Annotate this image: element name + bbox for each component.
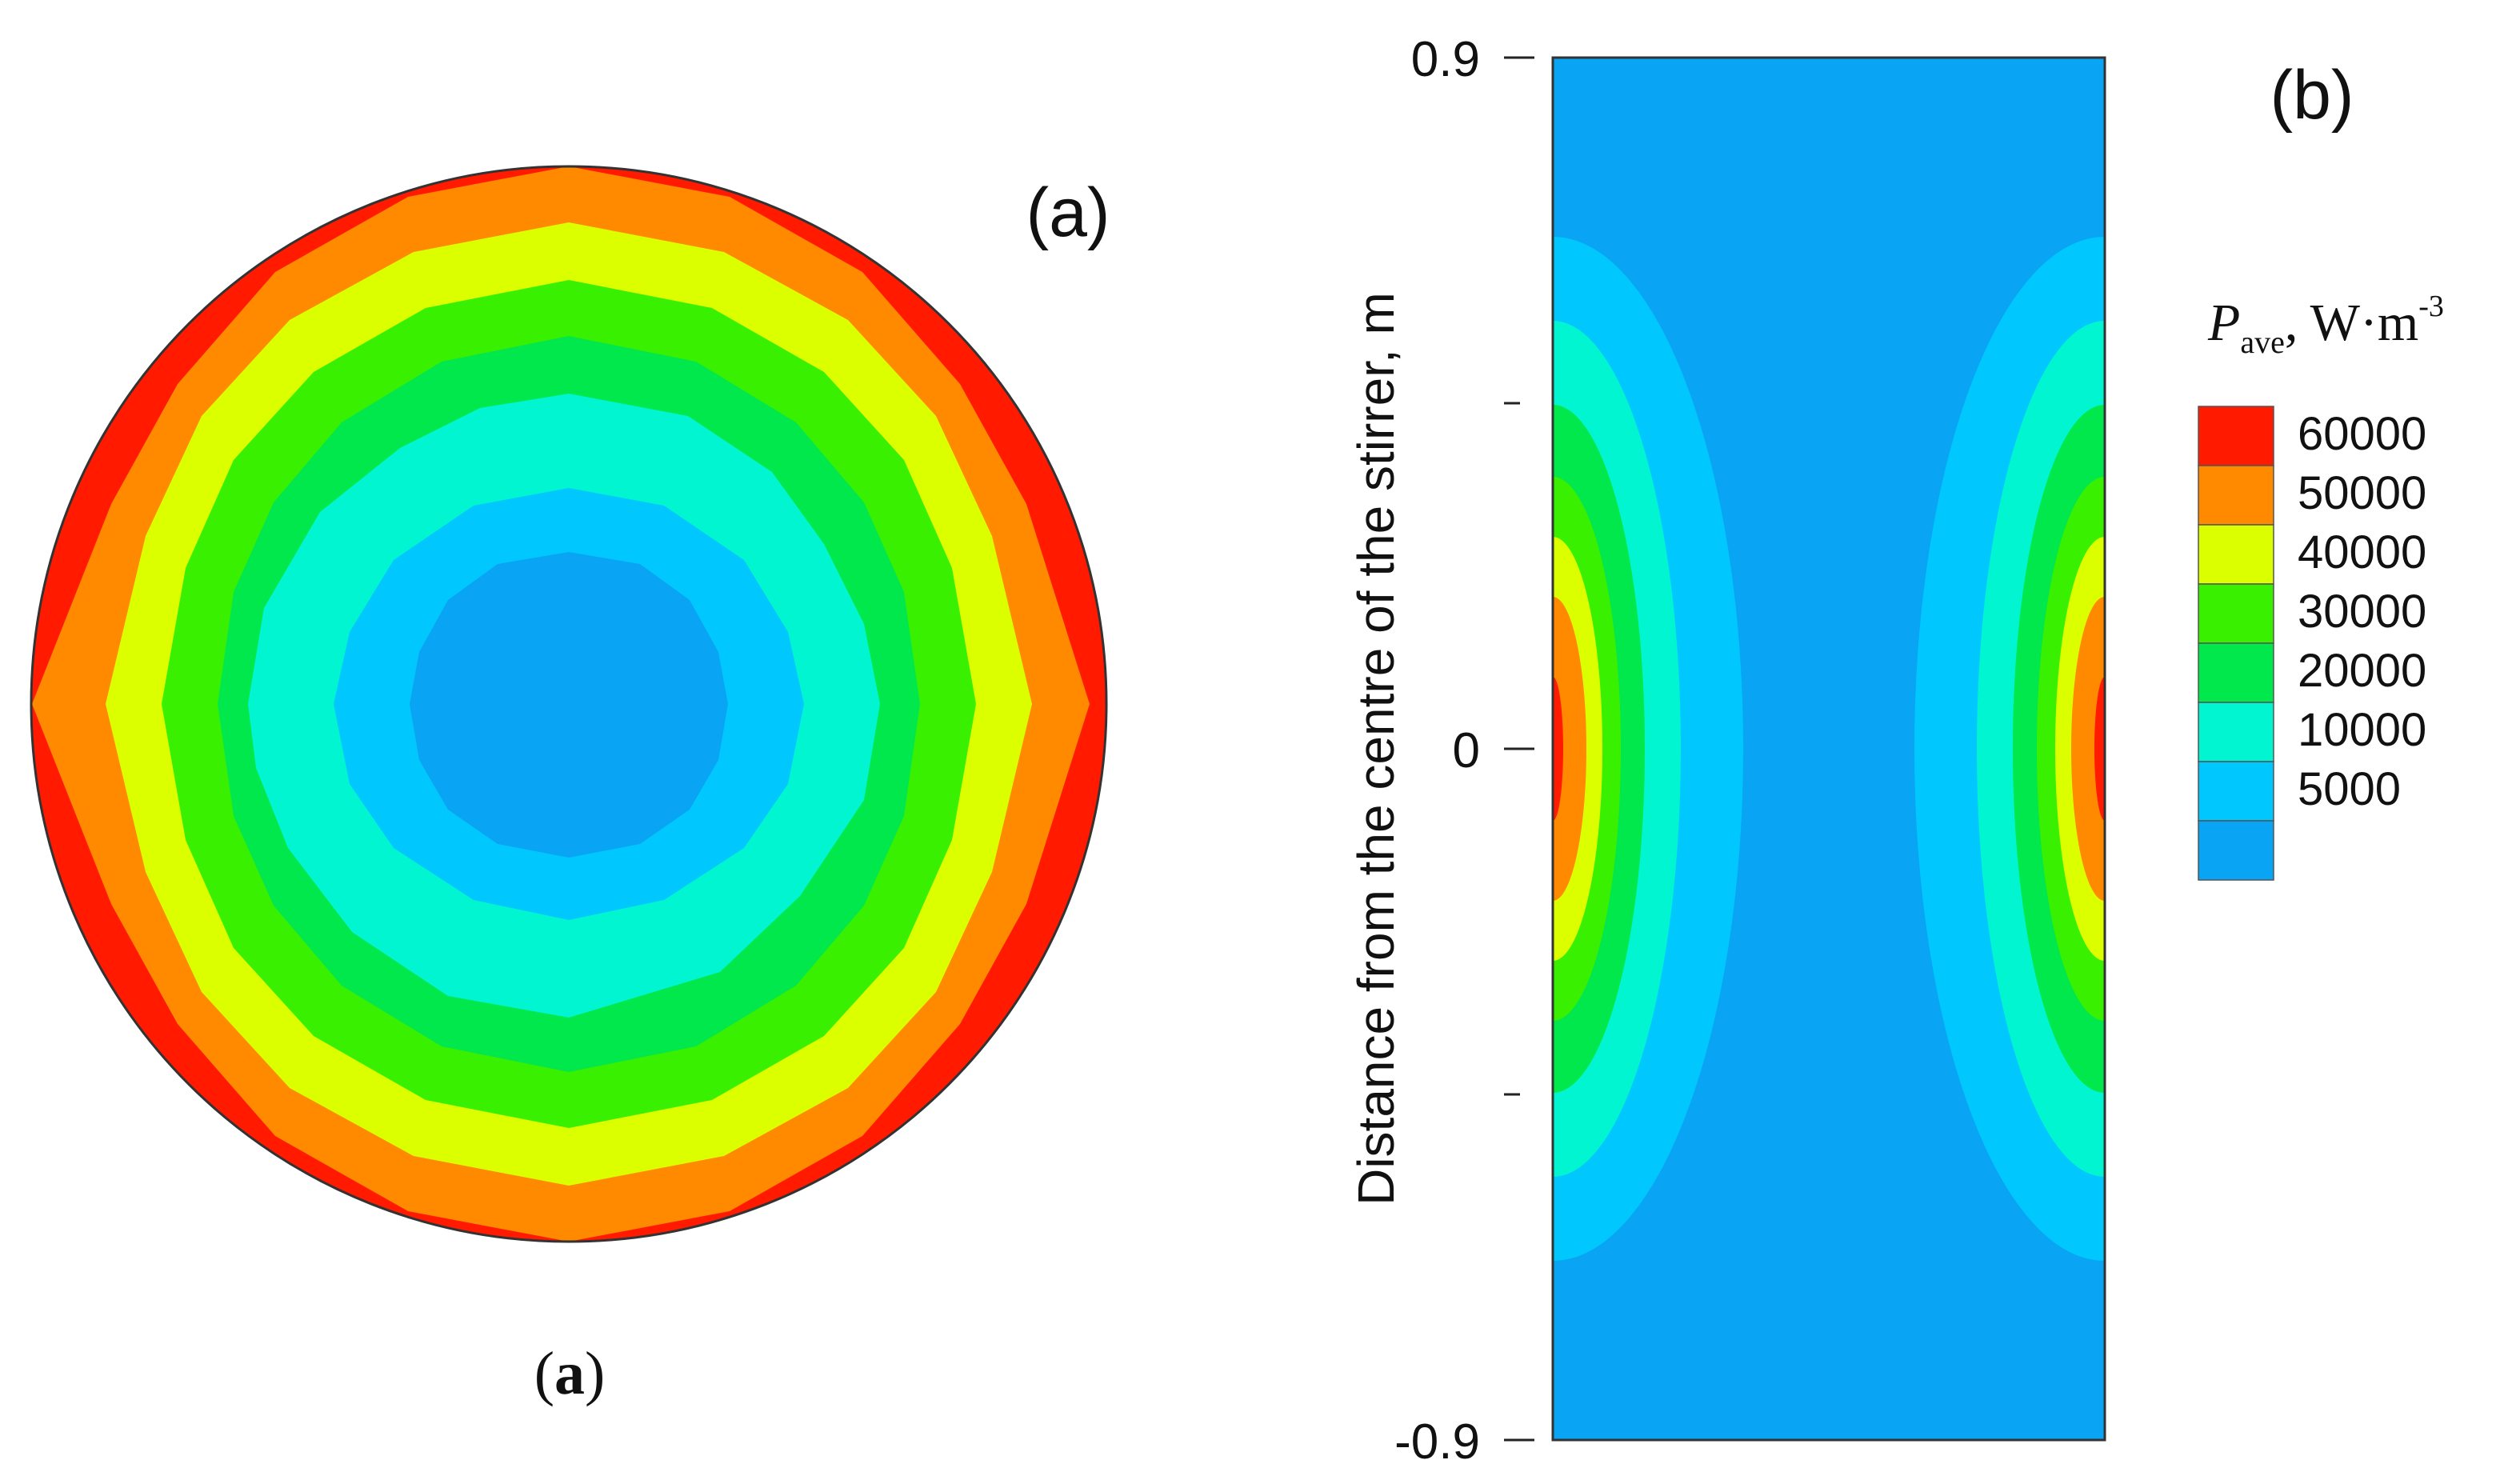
legend-swatch (2198, 820, 2274, 881)
panel-a-caption: (a) (534, 1340, 606, 1407)
legend-title-units: , W·m (2285, 294, 2418, 352)
y-tick-label-zero: 0 (1453, 723, 1480, 778)
legend: Pave, W·m-3 60000 50000 40000 30000 20000 100… (2198, 290, 2444, 881)
legend-label: 20000 (2298, 645, 2426, 697)
right-contour-max (2094, 677, 2105, 821)
y-tick-labels: 0.9 0 -0.9 (1394, 32, 1480, 1470)
left-contour-60000 (1553, 597, 1586, 901)
legend-swatch (2198, 524, 2274, 585)
left-contour-max (1553, 677, 1563, 821)
caption-close-paren: ) (585, 1340, 605, 1407)
contour-band-5000 (410, 552, 728, 858)
legend-swatch (2198, 761, 2274, 822)
panel-a-contour-disc (30, 165, 1108, 1243)
y-tick-label-bottom: -0.9 (1394, 1414, 1480, 1470)
caption-letter: a (554, 1340, 585, 1407)
right-contour-60000 (2071, 597, 2105, 901)
legend-swatch (2198, 702, 2274, 762)
legend-title-symbol: P (2207, 294, 2240, 352)
legend-label: 50000 (2298, 467, 2426, 519)
legend-label: 40000 (2298, 526, 2426, 578)
caption-open-paren: ( (534, 1340, 554, 1407)
legend-title-exponent: -3 (2418, 290, 2444, 323)
legend-label: 60000 (2298, 408, 2426, 460)
legend-labels: 60000 50000 40000 30000 20000 10000 5000 (2298, 408, 2426, 815)
left-wall-contours (1553, 237, 1743, 1261)
legend-swatch (2198, 465, 2274, 526)
legend-label: 10000 (2298, 704, 2426, 756)
panel-b-label: (b) (2270, 57, 2354, 134)
legend-swatch (2198, 642, 2274, 703)
legend-label: 30000 (2298, 586, 2426, 638)
y-tick-label-top: 0.9 (1411, 32, 1480, 87)
legend-swatches (2198, 406, 2274, 881)
panel-b-frame (1551, 56, 2106, 1442)
panel-a-label: (a) (1026, 174, 1110, 251)
disc-outline (30, 165, 1108, 1243)
y-axis (1504, 56, 1534, 1442)
right-wall-contours (1914, 237, 2105, 1261)
y-axis-label: Distance from the centre of the stirrer,… (1347, 292, 1405, 1206)
legend-title-subscript: ave (2240, 324, 2285, 360)
legend-title: Pave, W·m-3 (2207, 290, 2444, 360)
legend-swatch (2198, 583, 2274, 644)
legend-label: 5000 (2298, 763, 2401, 815)
legend-swatch (2198, 406, 2274, 466)
panel-b-plot-area (1553, 58, 2105, 1440)
